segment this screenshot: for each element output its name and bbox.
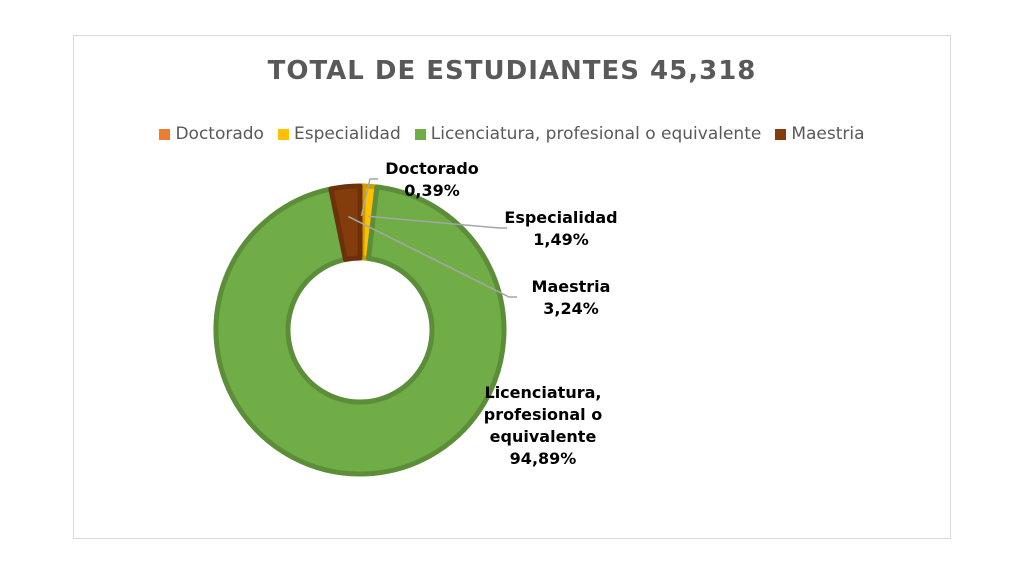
legend-label: Especialidad [293,124,401,144]
data-label-line: Licenciatura, [485,383,602,402]
leader-line-doctorado [360,178,378,217]
leader-line-maestria [348,215,517,298]
legend-label: Maestria [791,124,865,144]
legend-item-especialidad: Especialidad [277,124,401,144]
data-label-doctorado: Doctorado 0,39% [385,159,479,200]
chart-title: TOTAL DE ESTUDIANTES 45,318 [267,56,757,86]
data-label-line: 1,49% [533,230,589,249]
chart-frame: TOTAL DE ESTUDIANTES 45,318 Doctorado Es… [73,35,951,539]
data-label-line: 0,39% [404,181,460,200]
legend-label: Licenciatura, profesional o equivalente [430,124,762,144]
data-label-especialidad: Especialidad 1,49% [504,208,617,249]
legend-item-maestria: Maestria [775,124,865,144]
legend-swatch [775,128,787,140]
data-label-line: 94,89% [510,449,577,468]
legend-swatch [159,128,171,140]
data-label-line: Doctorado [385,159,479,178]
legend-swatch [277,128,289,140]
leader-line-especialidad [368,215,507,229]
legend-item-doctorado: Doctorado [159,124,264,144]
data-label-line: Maestria [532,277,611,296]
data-label-maestria: Maestria 3,24% [532,277,611,318]
data-label-line: equivalente [490,427,597,446]
data-label-line: Especialidad [504,208,617,227]
data-label-line: 3,24% [543,299,599,318]
data-label-licenciatura: Licenciatura, profesional o equivalente 94,… [484,383,602,468]
data-label-line: profesional o [484,405,602,424]
legend-item-licenciatura: Licenciatura, profesional o equivalente [414,124,762,144]
legend-swatch [414,128,426,140]
legend-label: Doctorado [175,124,264,144]
donut-slice-maestria [328,183,363,262]
chart-legend: Doctorado Especialidad Licenciatura, pro… [74,124,950,144]
